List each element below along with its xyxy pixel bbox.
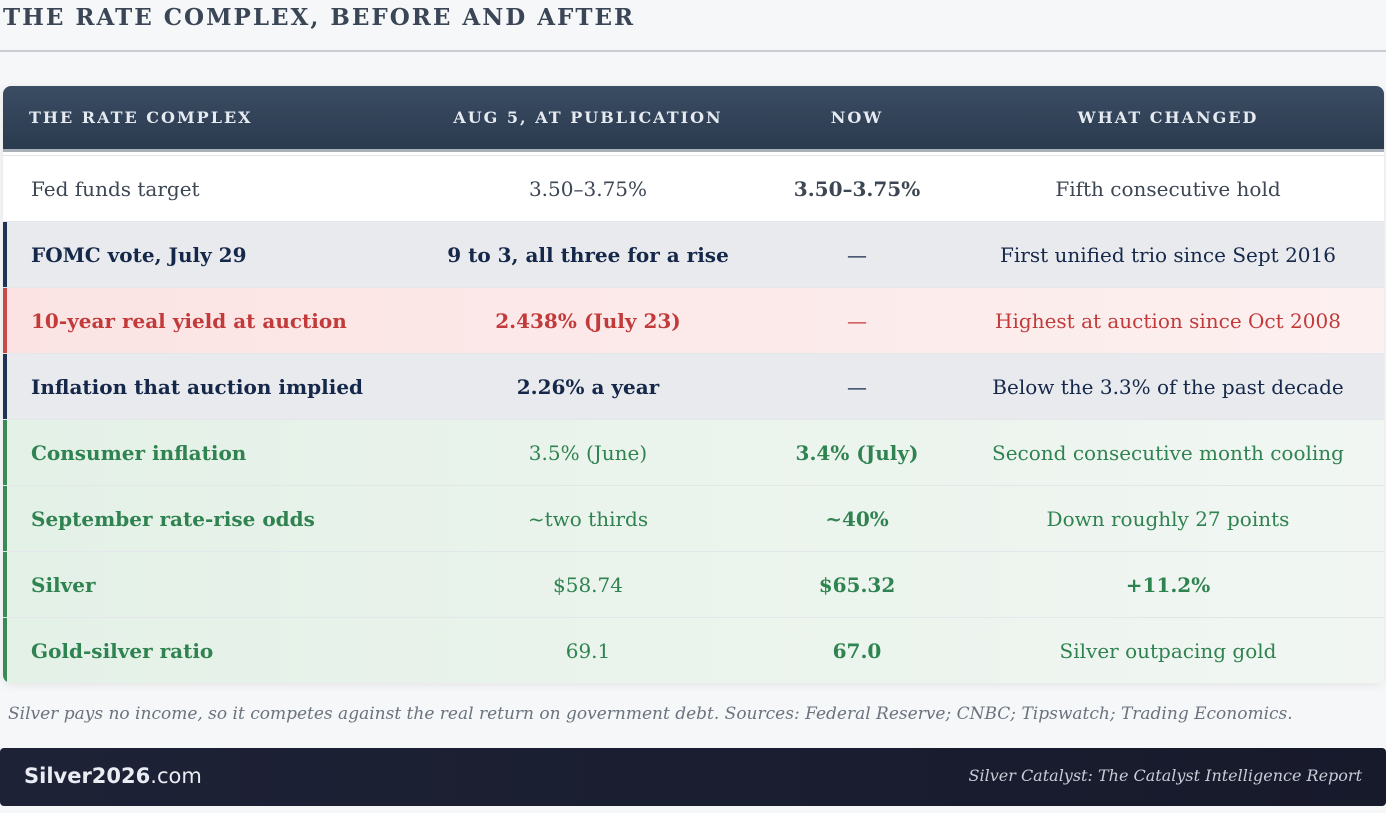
footer-bar: Silver2026.com Silver Catalyst: The Cata…	[0, 748, 1386, 806]
row-now: —	[847, 374, 867, 399]
table-row: Gold-silver ratio 69.1 67.0 Silver outpa…	[3, 617, 1384, 683]
table-row: Silver $58.74 $65.32 +11.2%	[3, 551, 1384, 617]
row-label: Silver	[31, 572, 96, 597]
row-then: ~two thirds	[527, 506, 649, 531]
row-then: 3.50–3.75%	[528, 176, 648, 201]
row-label: Consumer inflation	[31, 440, 247, 465]
page-title: THE RATE COMPLEX, BEFORE AND AFTER	[3, 4, 636, 31]
site-brand-link[interactable]: Silver2026.com	[24, 764, 202, 788]
header-rate-complex: THE RATE COMPLEX	[29, 108, 253, 127]
row-now: 3.4% (July)	[795, 440, 919, 465]
brand-suffix: .com	[150, 764, 202, 788]
row-label: Fed funds target	[31, 176, 200, 201]
header-what-changed: WHAT CHANGED	[1077, 108, 1259, 127]
row-then: 2.438% (July 23)	[495, 308, 681, 333]
header-at-publication: AUG 5, AT PUBLICATION	[453, 108, 723, 127]
row-label: Inflation that auction implied	[31, 374, 364, 399]
table-header: THE RATE COMPLEX AUG 5, AT PUBLICATION N…	[3, 86, 1384, 152]
table-row: Inflation that auction implied 2.26% a y…	[3, 353, 1384, 419]
row-change: +11.2%	[1125, 572, 1211, 597]
row-label: FOMC vote, July 29	[31, 242, 247, 267]
row-now: $65.32	[818, 572, 896, 597]
row-now: 3.50–3.75%	[793, 176, 921, 201]
row-change: Second consecutive month cooling	[992, 440, 1344, 465]
row-change: Fifth consecutive hold	[1055, 176, 1281, 201]
row-then: 2.26% a year	[516, 374, 660, 399]
report-name: Silver Catalyst: The Catalyst Intelligen…	[968, 766, 1363, 785]
row-label: September rate-rise odds	[31, 506, 315, 531]
header-now: NOW	[830, 108, 884, 127]
row-change: Highest at auction since Oct 2008	[995, 308, 1341, 333]
table-row: September rate-rise odds ~two thirds ~40…	[3, 485, 1384, 551]
table-row: FOMC vote, July 29 9 to 3, all three for…	[3, 221, 1384, 287]
row-label: Gold-silver ratio	[31, 638, 214, 663]
row-then: $58.74	[553, 572, 623, 597]
table-row: Fed funds target 3.50–3.75% 3.50–3.75% F…	[3, 155, 1384, 221]
row-change: Silver outpacing gold	[1059, 638, 1277, 663]
row-now: —	[847, 242, 867, 267]
row-label: 10-year real yield at auction	[31, 308, 347, 333]
row-now: —	[847, 308, 867, 333]
row-change: Down roughly 27 points	[1046, 506, 1290, 531]
row-then: 3.5% (June)	[528, 440, 648, 465]
rate-complex-table: THE RATE COMPLEX AUG 5, AT PUBLICATION N…	[3, 86, 1384, 683]
row-change: Below the 3.3% of the past decade	[992, 374, 1344, 399]
row-change: First unified trio since Sept 2016	[1000, 242, 1336, 267]
row-now: 67.0	[832, 638, 882, 663]
table-caption: Silver pays no income, so it competes ag…	[8, 704, 1293, 724]
row-then: 69.1	[565, 638, 611, 663]
row-then: 9 to 3, all three for a rise	[447, 242, 729, 267]
row-now: ~40%	[825, 506, 889, 531]
title-divider	[0, 50, 1386, 52]
brand-name: Silver2026	[24, 764, 151, 788]
table-row: 10-year real yield at auction 2.438% (Ju…	[3, 287, 1384, 353]
table-row: Consumer inflation 3.5% (June) 3.4% (Jul…	[3, 419, 1384, 485]
